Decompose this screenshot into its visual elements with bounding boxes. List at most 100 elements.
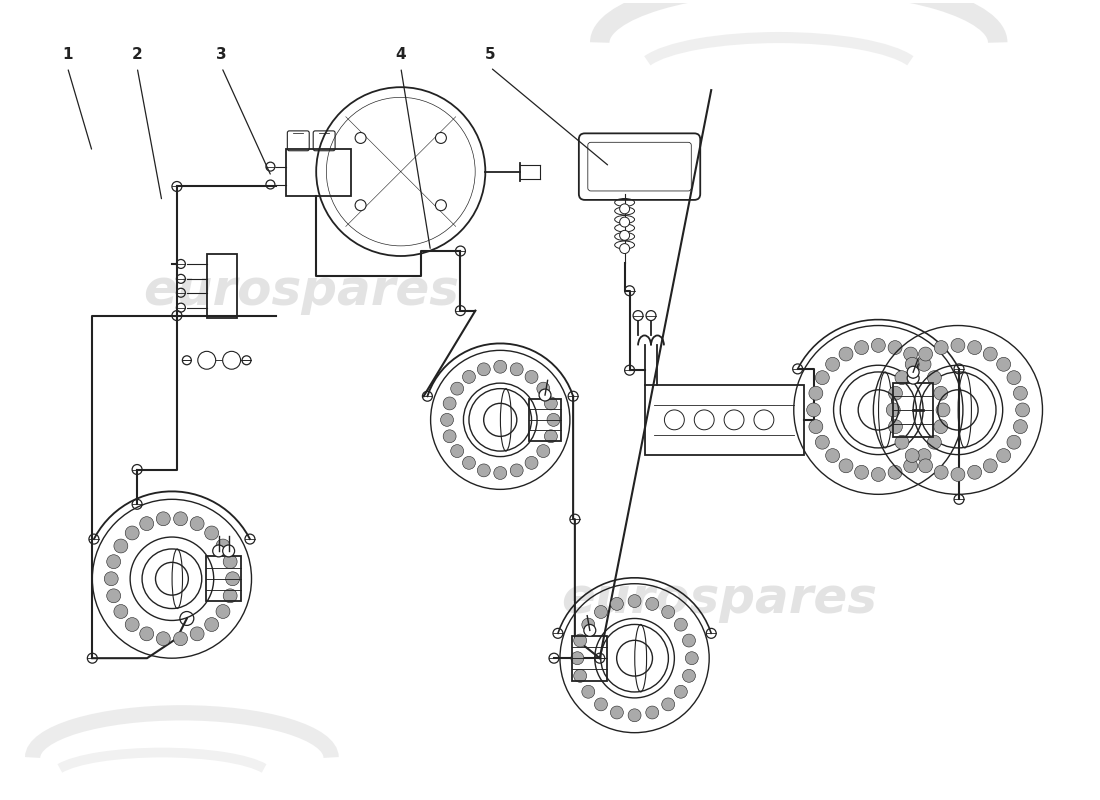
Circle shape <box>125 526 139 540</box>
Circle shape <box>571 652 584 665</box>
Text: 1: 1 <box>63 47 73 62</box>
Circle shape <box>888 341 902 354</box>
Circle shape <box>927 435 942 449</box>
Circle shape <box>584 625 596 636</box>
Circle shape <box>443 430 456 442</box>
Circle shape <box>839 459 853 473</box>
Circle shape <box>905 358 920 371</box>
Circle shape <box>156 632 170 646</box>
Circle shape <box>662 698 674 711</box>
Circle shape <box>806 403 821 417</box>
Circle shape <box>610 598 624 610</box>
Circle shape <box>662 606 674 618</box>
Circle shape <box>646 706 659 719</box>
Circle shape <box>223 554 238 569</box>
Circle shape <box>871 467 886 482</box>
Text: 2: 2 <box>132 47 143 62</box>
Circle shape <box>537 445 550 458</box>
Circle shape <box>216 605 230 618</box>
Circle shape <box>968 466 981 479</box>
Circle shape <box>855 466 869 479</box>
Circle shape <box>887 403 900 417</box>
Circle shape <box>895 435 909 449</box>
Circle shape <box>477 464 491 477</box>
Circle shape <box>510 464 524 477</box>
Circle shape <box>477 363 491 376</box>
Circle shape <box>889 420 902 434</box>
Circle shape <box>619 217 629 227</box>
Circle shape <box>983 459 998 473</box>
Circle shape <box>839 347 853 361</box>
Circle shape <box>927 370 942 385</box>
Circle shape <box>815 370 829 385</box>
Circle shape <box>436 133 447 143</box>
Circle shape <box>917 449 931 462</box>
Circle shape <box>826 449 839 462</box>
Circle shape <box>140 627 154 641</box>
Circle shape <box>355 200 366 210</box>
Circle shape <box>222 545 234 557</box>
Circle shape <box>682 634 695 647</box>
Bar <box>645 385 804 454</box>
Circle shape <box>525 370 538 383</box>
Circle shape <box>934 386 948 400</box>
Circle shape <box>934 466 948 479</box>
Circle shape <box>594 698 607 711</box>
Circle shape <box>462 370 475 383</box>
Circle shape <box>494 466 507 479</box>
Circle shape <box>594 606 607 618</box>
Circle shape <box>895 370 909 385</box>
Circle shape <box>574 634 586 647</box>
Circle shape <box>156 512 170 526</box>
Circle shape <box>222 351 241 370</box>
Circle shape <box>936 403 950 417</box>
Text: 4: 4 <box>395 47 406 62</box>
Circle shape <box>685 652 698 665</box>
Circle shape <box>952 338 965 352</box>
Text: eurospares: eurospares <box>561 574 877 622</box>
Circle shape <box>904 347 917 361</box>
Circle shape <box>1006 435 1021 449</box>
Circle shape <box>494 360 507 373</box>
Circle shape <box>107 554 121 569</box>
Circle shape <box>212 545 224 557</box>
Text: eurospares: eurospares <box>143 266 460 314</box>
Circle shape <box>610 706 624 719</box>
Circle shape <box>952 467 965 482</box>
Circle shape <box>205 526 219 540</box>
Circle shape <box>808 386 823 400</box>
Circle shape <box>107 589 121 602</box>
Bar <box>286 149 351 197</box>
Bar <box>207 254 236 318</box>
Circle shape <box>544 397 558 410</box>
Circle shape <box>628 594 641 607</box>
Circle shape <box>619 204 629 214</box>
Circle shape <box>918 459 933 473</box>
Circle shape <box>646 598 659 610</box>
Circle shape <box>997 449 1011 462</box>
Circle shape <box>674 686 688 698</box>
Circle shape <box>140 517 154 530</box>
Circle shape <box>983 347 998 361</box>
Circle shape <box>1013 420 1027 434</box>
Circle shape <box>826 358 839 371</box>
Circle shape <box>537 382 550 395</box>
Circle shape <box>216 539 230 553</box>
Circle shape <box>125 618 139 631</box>
Circle shape <box>1015 403 1030 417</box>
Circle shape <box>905 449 920 462</box>
Circle shape <box>815 435 829 449</box>
Circle shape <box>888 466 902 479</box>
Circle shape <box>908 372 920 384</box>
Circle shape <box>223 589 238 602</box>
Circle shape <box>190 517 205 530</box>
Circle shape <box>682 670 695 682</box>
Circle shape <box>908 366 920 378</box>
Circle shape <box>205 618 219 631</box>
Circle shape <box>114 605 128 618</box>
Circle shape <box>539 389 551 401</box>
Circle shape <box>226 572 240 586</box>
Circle shape <box>855 341 869 354</box>
Circle shape <box>997 358 1011 371</box>
Circle shape <box>1013 386 1027 400</box>
